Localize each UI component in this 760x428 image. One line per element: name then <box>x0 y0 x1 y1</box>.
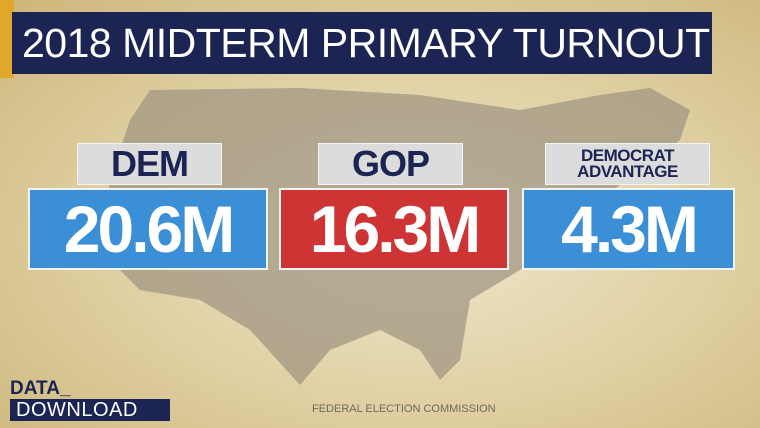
source: FEDERAL ELECTION COMMISSION <box>312 403 496 415</box>
card-value: 4.3M <box>522 188 735 270</box>
card-value: 20.6M <box>28 188 268 270</box>
title: 2018 MIDTERM PRIMARY TURNOUT <box>12 12 712 74</box>
card-label: DEM <box>77 143 222 185</box>
brand-line: DATA_ <box>10 378 71 399</box>
card-label: DEMOCRAT ADVANTAGE <box>545 143 710 185</box>
card-label: GOP <box>318 143 463 185</box>
brand-line: DOWNLOAD <box>10 399 170 421</box>
card-value: 16.3M <box>279 188 509 270</box>
accent <box>0 0 14 78</box>
